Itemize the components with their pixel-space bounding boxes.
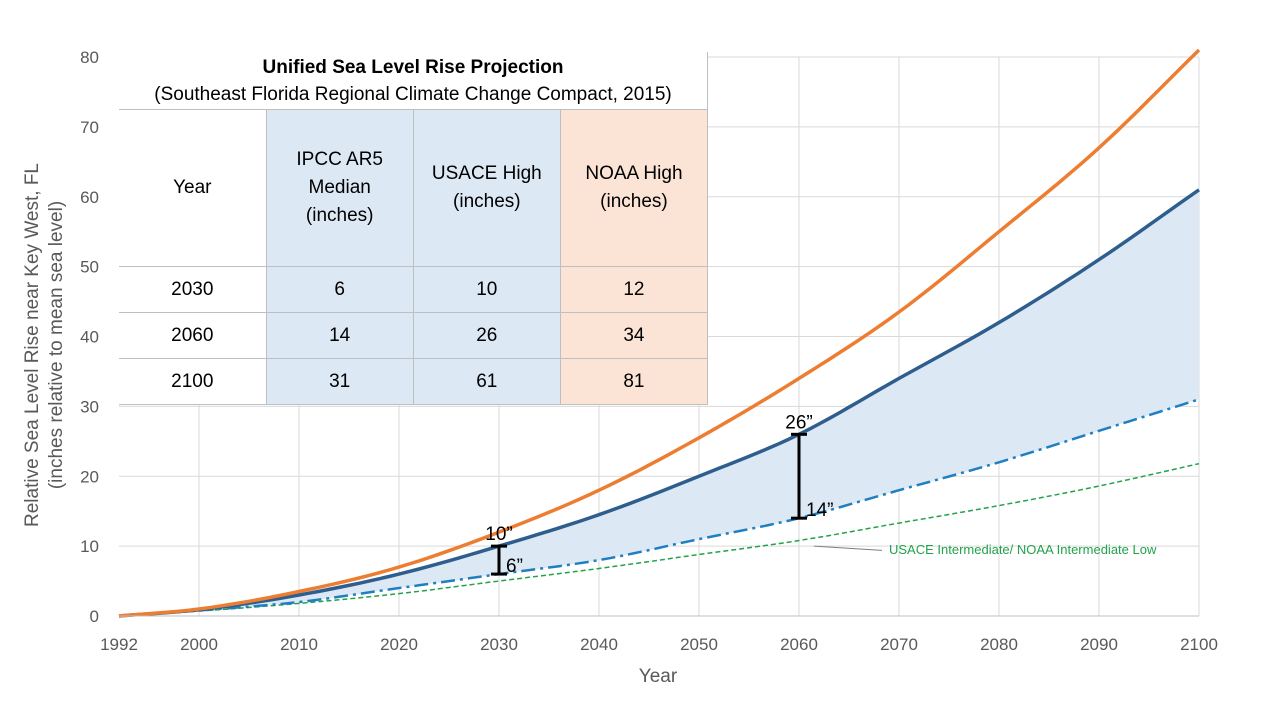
x-tick-label: 2010 bbox=[280, 635, 318, 654]
header-ipcc: IPCC AR5 Median (inches) bbox=[265, 109, 414, 267]
x-axis-title: Year bbox=[639, 666, 678, 687]
x-tick-label: 2060 bbox=[780, 635, 818, 654]
series-label-usace-intermediate: USACE Intermediate/ NOAA Intermediate Lo… bbox=[889, 542, 1157, 557]
header-usace: USACE High (inches) bbox=[412, 109, 561, 267]
cell-year: 2060 bbox=[119, 312, 267, 359]
projection-band bbox=[119, 189, 1199, 617]
cell-usace: 10 bbox=[412, 266, 561, 313]
header-usace-line1: USACE High bbox=[431, 163, 542, 184]
x-tick-label: 2000 bbox=[180, 635, 218, 654]
header-noaa-line1: NOAA High bbox=[585, 163, 683, 184]
x-tick-label: 2100 bbox=[1180, 635, 1218, 654]
header-year: Year bbox=[119, 109, 267, 267]
y-axis-title-line2: (inches relative to mean sea level) bbox=[46, 201, 67, 489]
table-row: 2100 31 61 81 bbox=[119, 358, 709, 405]
cell-year: 2030 bbox=[119, 266, 267, 313]
table-row: 2030 6 10 12 bbox=[119, 266, 709, 313]
table-title: Unified Sea Level Rise Projection bbox=[262, 56, 564, 78]
header-noaa-line2: (inches) bbox=[600, 191, 668, 212]
range-bottom-label: 6” bbox=[506, 556, 523, 577]
annotations: 10” 6” 26” 14” bbox=[485, 412, 833, 577]
cell-usace: 26 bbox=[412, 312, 561, 359]
y-tick-label: 70 bbox=[80, 118, 99, 137]
header-usace-line2: (inches) bbox=[453, 191, 521, 212]
cell-noaa: 81 bbox=[559, 358, 709, 405]
range-top-label: 10” bbox=[485, 524, 512, 545]
y-tick-label: 40 bbox=[80, 328, 99, 347]
cell-ipcc: 6 bbox=[265, 266, 414, 313]
cell-noaa: 12 bbox=[559, 266, 709, 313]
cell-usace: 61 bbox=[412, 358, 561, 405]
y-tick-label: 10 bbox=[80, 537, 99, 556]
table-subtitle: (Southeast Florida Regional Climate Chan… bbox=[154, 83, 672, 105]
header-noaa: NOAA High (inches) bbox=[559, 109, 709, 267]
x-tick-label: 2080 bbox=[980, 635, 1018, 654]
projection-table: Unified Sea Level Rise Projection (South… bbox=[119, 52, 709, 405]
range-bottom-label: 14” bbox=[806, 500, 833, 521]
series-line-noaa-high bbox=[118, 48, 1201, 618]
header-ipcc-line2: Median bbox=[308, 177, 371, 198]
x-tick-label: 1992 bbox=[100, 635, 138, 654]
y-tick-label: 30 bbox=[80, 397, 99, 416]
table-title-cell: Unified Sea Level Rise Projection (South… bbox=[119, 52, 708, 110]
cell-ipcc: 31 bbox=[265, 358, 414, 405]
header-ipcc-line1: IPCC AR5 bbox=[296, 149, 383, 170]
table-row: 2060 14 26 34 bbox=[119, 312, 709, 359]
x-tick-label: 2050 bbox=[680, 635, 718, 654]
x-tick-label: 2030 bbox=[480, 635, 518, 654]
x-tick-label: 2090 bbox=[1080, 635, 1118, 654]
x-tick-label: 2020 bbox=[380, 635, 418, 654]
series-label-leader bbox=[813, 545, 883, 551]
y-tick-label: 60 bbox=[80, 188, 99, 207]
y-tick-label: 0 bbox=[90, 607, 99, 626]
series-line-ipcc-median bbox=[118, 398, 1200, 618]
axes: 1992 2000 2010 2020 2030 2040 2050 2060 2070 2080… bbox=[80, 48, 1218, 654]
cell-ipcc: 14 bbox=[265, 312, 414, 359]
header-ipcc-line3: (inches) bbox=[305, 205, 374, 226]
range-top-label: 26” bbox=[785, 412, 812, 433]
y-tick-label: 50 bbox=[80, 258, 99, 277]
y-tick-label: 80 bbox=[80, 48, 99, 67]
cell-year: 2100 bbox=[119, 358, 267, 405]
y-axis-title-line1: Relative Sea Level Rise near Key West, F… bbox=[22, 163, 43, 527]
series-lines bbox=[118, 48, 1201, 618]
cell-noaa: 34 bbox=[559, 312, 709, 359]
x-tick-label: 2070 bbox=[880, 635, 918, 654]
y-tick-label: 20 bbox=[80, 467, 99, 486]
series-line-usace-high bbox=[118, 188, 1201, 618]
x-tick-label: 2040 bbox=[580, 635, 618, 654]
